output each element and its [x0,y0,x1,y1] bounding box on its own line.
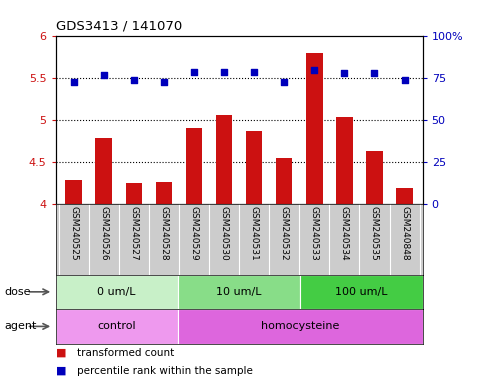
Text: GSM240532: GSM240532 [280,206,289,260]
Bar [126,184,142,204]
Text: GSM240530: GSM240530 [220,206,228,260]
Text: GSM240525: GSM240525 [69,206,78,260]
Point [130,77,138,83]
Bar [178,309,423,344]
Text: GSM240527: GSM240527 [129,206,138,260]
Point [190,68,198,74]
Text: ■: ■ [56,348,66,358]
Point [311,67,318,73]
Bar [396,189,413,204]
Text: GSM240526: GSM240526 [99,206,108,260]
Point [401,77,409,83]
Text: GSM240531: GSM240531 [250,206,258,260]
Bar [178,275,300,309]
Point [100,72,108,78]
Bar [185,128,202,204]
Text: agent: agent [5,321,37,331]
Text: GSM240533: GSM240533 [310,206,319,260]
Bar [56,275,178,309]
Point [341,70,348,76]
Text: 100 um/L: 100 um/L [335,287,388,297]
Bar [65,180,82,204]
Text: homocysteine: homocysteine [261,321,340,331]
Bar [96,138,112,204]
Point [280,78,288,84]
Bar [216,115,232,204]
Text: GSM240528: GSM240528 [159,206,169,260]
Bar [306,53,323,204]
Text: percentile rank within the sample: percentile rank within the sample [77,366,253,376]
Text: transformed count: transformed count [77,348,174,358]
Text: 10 um/L: 10 um/L [216,287,262,297]
Bar [300,275,423,309]
Point [370,70,378,76]
Text: GSM240535: GSM240535 [370,206,379,260]
Text: dose: dose [5,287,31,297]
Bar [276,157,293,204]
Text: control: control [98,321,136,331]
Bar [56,309,178,344]
Text: GSM240534: GSM240534 [340,206,349,260]
Text: ■: ■ [56,366,66,376]
Text: GDS3413 / 141070: GDS3413 / 141070 [56,20,182,33]
Bar [336,117,353,204]
Point [70,78,77,84]
Point [160,78,168,84]
Text: GSM240848: GSM240848 [400,206,409,260]
Text: 0 um/L: 0 um/L [98,287,136,297]
Bar [246,131,262,204]
Bar [156,182,172,204]
Text: GSM240529: GSM240529 [189,206,199,260]
Bar [366,151,383,204]
Point [220,68,228,74]
Point [250,68,258,74]
